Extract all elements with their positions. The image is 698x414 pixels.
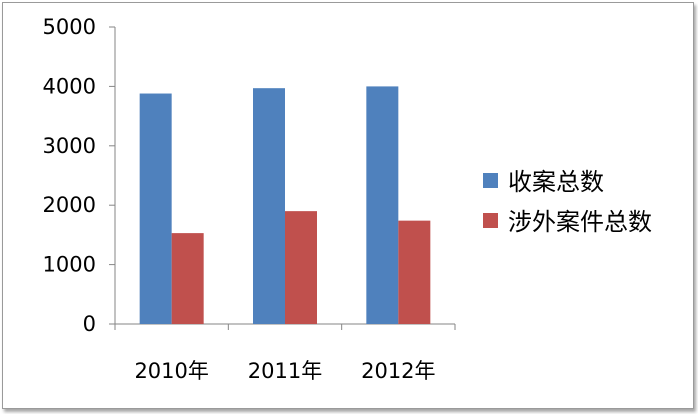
chart-frame (2, 2, 694, 409)
y-tick-label: 0 (83, 312, 96, 336)
y-tick-label: 1000 (43, 253, 96, 277)
bar-received-1 (253, 88, 285, 324)
bar-foreign-0 (171, 233, 204, 324)
bar-foreign-1 (285, 211, 317, 324)
x-category-label: 2011年 (248, 359, 322, 383)
y-tick-label: 5000 (43, 15, 96, 39)
bar-received-0 (139, 93, 172, 324)
legend-label-0: 收案总数 (508, 168, 604, 196)
x-category-label: 2010年 (134, 359, 208, 383)
legend-label-1: 涉外案件总数 (508, 208, 652, 236)
y-tick-label: 4000 (43, 74, 96, 98)
y-tick-label: 2000 (43, 193, 96, 217)
legend-swatch-1 (483, 213, 498, 228)
bar-foreign-2 (398, 220, 431, 324)
bar-received-2 (366, 86, 399, 325)
x-category-label: 2012年 (361, 359, 435, 383)
legend-swatch-0 (483, 173, 498, 188)
y-tick-label: 3000 (43, 134, 96, 158)
